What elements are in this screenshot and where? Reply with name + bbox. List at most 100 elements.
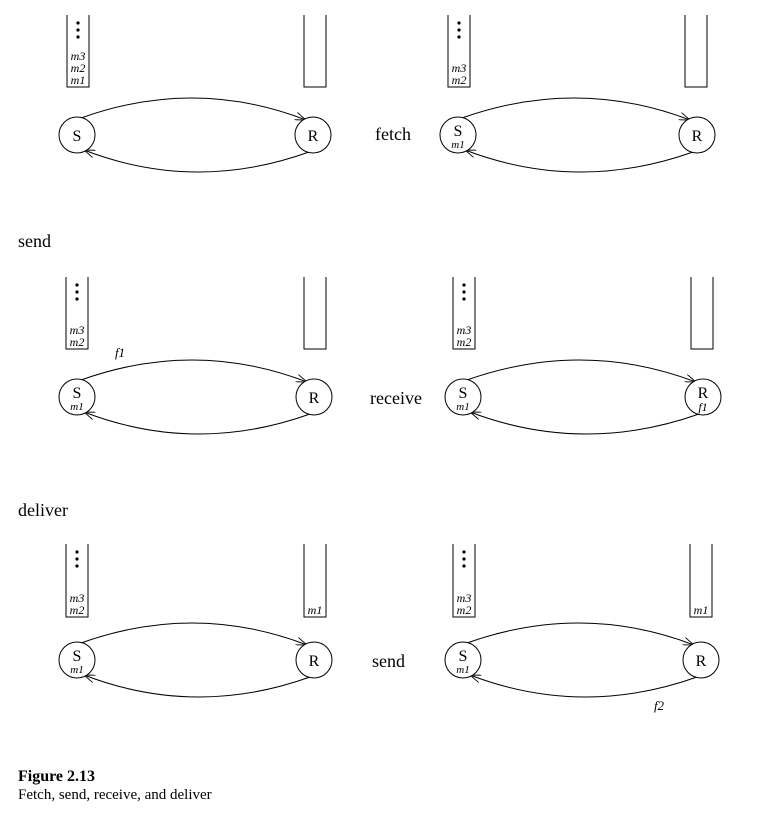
- queue-message: m2: [452, 73, 467, 87]
- frame-in-transit: f2: [654, 698, 665, 713]
- receiver-label: R: [692, 128, 703, 145]
- receiver-queue: [689, 544, 713, 618]
- queue-ellipsis-dot: [76, 28, 80, 32]
- queue-message: m2: [457, 335, 472, 349]
- sender-node: [58, 378, 96, 416]
- sender-label: S: [454, 123, 463, 140]
- queue-message: m3: [457, 591, 472, 605]
- receiver-node: [678, 116, 716, 154]
- sender-held-message: m1: [70, 664, 83, 676]
- sender-node: [439, 116, 477, 154]
- queue-message: m3: [70, 591, 85, 605]
- sender-queue: [447, 15, 471, 88]
- queue-ellipsis-dot: [76, 21, 80, 25]
- sender-queue: [452, 277, 476, 350]
- channel-arc-forward: [466, 359, 696, 382]
- queue-ellipsis-dot: [75, 557, 79, 561]
- queue-message: m1: [71, 73, 86, 87]
- queue-ellipsis-dot: [462, 290, 466, 294]
- queue-ellipsis-dot: [457, 28, 461, 32]
- receiver-label: R: [698, 385, 709, 402]
- delivered-message: m1: [694, 603, 709, 617]
- queue-ellipsis-dot: [75, 290, 79, 294]
- sender-label: S: [73, 128, 82, 145]
- receiver-node: [684, 378, 722, 416]
- sender-label: S: [459, 648, 468, 665]
- receiver-node: [294, 116, 332, 154]
- sender-label: S: [73, 648, 82, 665]
- queue-ellipsis-dot: [457, 21, 461, 25]
- queue-ellipsis-dot: [75, 283, 79, 287]
- receiver-node: [295, 378, 333, 416]
- queue-message: m3: [70, 323, 85, 337]
- queue-message: m2: [457, 603, 472, 617]
- channel-arc-forward: [80, 622, 307, 645]
- channel-arc-backward: [84, 150, 310, 173]
- receiver-queue: [303, 544, 327, 618]
- channel-arc-backward: [465, 150, 694, 173]
- queue-message: m3: [71, 49, 86, 63]
- queue-message: m2: [70, 335, 85, 349]
- receiver-node: [295, 641, 333, 679]
- queue-ellipsis-dot: [462, 557, 466, 561]
- receiver-queue: [684, 15, 708, 88]
- sender-held-message: m1: [456, 664, 469, 676]
- figure-number: Figure 2.13: [18, 768, 96, 785]
- queue-message: m3: [452, 61, 467, 75]
- channel-arc-forward: [80, 97, 306, 120]
- channel-arc-forward: [461, 97, 690, 120]
- sender-label: S: [459, 385, 468, 402]
- receiver-node: [682, 641, 720, 679]
- sender-held-message: m1: [456, 401, 469, 413]
- queue-message: m2: [71, 61, 86, 75]
- sender-held-message: m1: [70, 401, 83, 413]
- sender-node: [444, 641, 482, 679]
- frame-in-transit: f1: [115, 345, 125, 360]
- sender-queue: [65, 277, 89, 350]
- channel-arc-backward: [84, 675, 311, 698]
- receiver-label: R: [309, 653, 320, 670]
- receiver-queue: [303, 277, 327, 350]
- queue-ellipsis-dot: [457, 35, 461, 39]
- receiver-label: R: [308, 128, 319, 145]
- receiver-label: R: [309, 390, 320, 407]
- sender-queue: [66, 15, 90, 88]
- transition-label-fetch: fetch: [375, 124, 411, 144]
- transition-label-receive: receive: [370, 388, 422, 408]
- queue-ellipsis-dot: [462, 550, 466, 554]
- receiver-queue: [690, 277, 714, 350]
- receiver-label: R: [696, 653, 707, 670]
- transition-label-send: send: [18, 231, 51, 251]
- sender-label: S: [73, 385, 82, 402]
- queue-ellipsis-dot: [75, 297, 79, 301]
- sender-held-message: m1: [451, 139, 464, 151]
- figure-caption: Figure 2.13 Fetch, send, receive, and de…: [18, 767, 212, 804]
- sender-queue: [65, 544, 89, 618]
- queue-ellipsis-dot: [76, 35, 80, 39]
- receiver-queue: [303, 15, 327, 88]
- transition-label-deliver: deliver: [18, 500, 68, 520]
- transition-label-send-2: send: [372, 651, 405, 671]
- queue-ellipsis-dot: [462, 283, 466, 287]
- sender-node: [58, 116, 96, 154]
- sender-node: [444, 378, 482, 416]
- queue-ellipsis-dot: [75, 564, 79, 568]
- delivered-message: m1: [308, 603, 323, 617]
- sender-queue: [452, 544, 476, 618]
- channel-arc-backward: [470, 412, 700, 435]
- queue-ellipsis-dot: [462, 297, 466, 301]
- channel-arc-backward: [84, 412, 311, 435]
- queue-ellipsis-dot: [462, 564, 466, 568]
- channel-arc-backward: [470, 675, 698, 698]
- sender-node: [58, 641, 96, 679]
- receiver-held-frame: f1: [698, 400, 707, 414]
- channel-arc-forward: [80, 359, 307, 382]
- queue-ellipsis-dot: [75, 550, 79, 554]
